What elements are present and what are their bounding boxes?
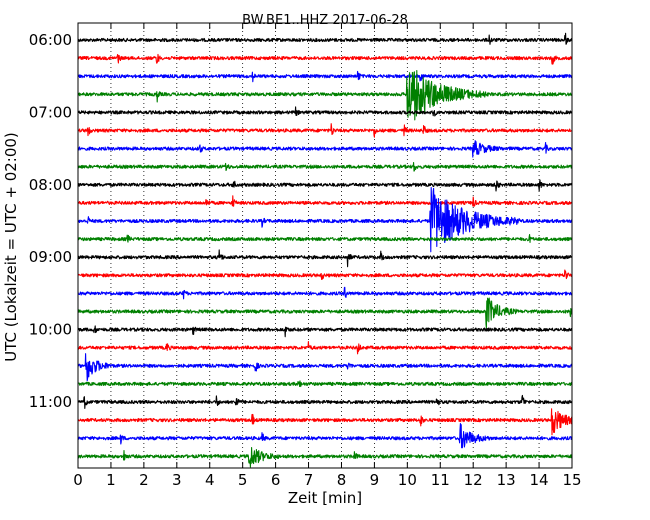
trace-0845	[77, 233, 573, 243]
y-tick-label: 10:00	[29, 321, 72, 339]
trace-0830	[77, 187, 573, 253]
x-tick-label: 4	[205, 471, 215, 489]
trace-0915	[77, 269, 573, 280]
x-tick-label: 8	[337, 471, 347, 489]
trace-1100	[77, 394, 573, 409]
x-tick-label: 12	[464, 471, 483, 489]
y-tick-label: 07:00	[29, 103, 72, 121]
y-tick-label: 08:00	[29, 176, 72, 194]
trace-0900	[77, 249, 573, 268]
trace-1115	[77, 408, 573, 436]
x-tick-label: 15	[562, 471, 581, 489]
trace-1145	[77, 447, 573, 468]
trace-1000	[77, 325, 573, 338]
plot-frame	[77, 22, 573, 469]
y-tick-label: 09:00	[29, 248, 72, 266]
trace-0945	[77, 297, 573, 329]
x-tick-label: 9	[370, 471, 380, 489]
x-tick-label: 6	[271, 471, 281, 489]
x-axis-label: Zeit [min]	[288, 489, 362, 507]
trace-0815	[77, 195, 573, 207]
x-axis-ticks: 0 1 2 3 4 5 6 7 8 9 10 11 12 13 14 15	[73, 23, 582, 489]
x-tick-label: 3	[172, 471, 182, 489]
chart-title: BW.BE1..HHZ 2017-06-28	[242, 13, 408, 28]
x-tick-label: 13	[497, 471, 516, 489]
x-tick-label: 7	[304, 471, 314, 489]
trace-0730	[77, 140, 573, 158]
trace-0630	[77, 70, 573, 83]
x-tick-label: 5	[238, 471, 248, 489]
y-tick-label: 06:00	[29, 31, 72, 49]
x-tick-label: 0	[73, 471, 83, 489]
x-tick-label: 10	[398, 471, 417, 489]
trace-0645	[77, 70, 573, 121]
y-tick-label: 11:00	[29, 393, 72, 411]
trace-0615	[77, 53, 573, 65]
x-tick-label: 2	[139, 471, 149, 489]
trace-0800	[77, 179, 573, 192]
trace-1130	[77, 423, 573, 449]
trace-0715	[77, 123, 573, 138]
seismogram-traces	[77, 32, 573, 468]
y-axis-ticks: 06:00 07:00 08:00 09:00 10:00 11:00	[29, 31, 572, 411]
trace-0700	[77, 106, 573, 117]
trace-1045	[77, 380, 573, 388]
trace-0930	[77, 286, 573, 300]
y-axis-label: UTC (Lokalzeit = UTC + 02:00)	[2, 132, 20, 362]
trace-1015	[77, 340, 573, 355]
x-tick-label: 1	[106, 471, 116, 489]
trace-0600	[77, 32, 573, 45]
trace-0745	[77, 162, 573, 172]
trace-1030	[77, 353, 573, 382]
x-tick-label: 11	[431, 471, 450, 489]
x-tick-label: 14	[530, 471, 549, 489]
